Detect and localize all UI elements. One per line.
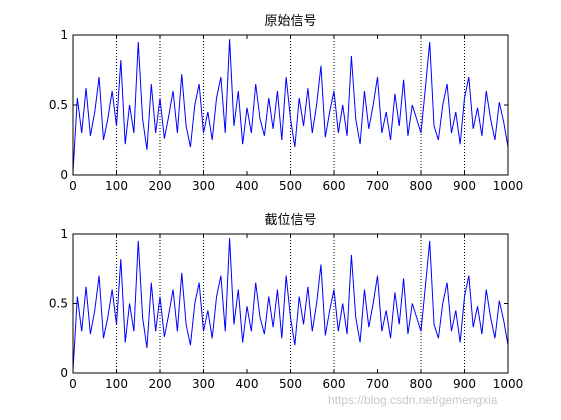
plot-1-xtick-label-3: 300 xyxy=(192,179,215,193)
plot-1-ytick-label-2: 1 xyxy=(60,28,68,42)
plot-2-series-line-0 xyxy=(72,238,509,371)
plot-2-xtick-label-3: 300 xyxy=(192,377,215,391)
plot-2-xtick-label-7: 700 xyxy=(366,377,389,391)
plot-2-ytick-label-1: 0.5 xyxy=(49,297,68,311)
plot-2-xtick-label-8: 800 xyxy=(410,377,433,391)
plot-2-xtick-label-0: 0 xyxy=(69,377,77,391)
plot-1-xtick-label-10: 1000 xyxy=(493,179,524,193)
plot-2-xtick-label-10: 1000 xyxy=(493,377,524,391)
plot-1-xtick-label-1: 100 xyxy=(105,179,128,193)
plot-2-xtick-label-2: 200 xyxy=(149,377,172,391)
plot-1-xtick-label-6: 600 xyxy=(323,179,346,193)
plot-2-title: 截位信号 xyxy=(264,213,316,228)
plot-1-xtick-label-9: 900 xyxy=(453,179,476,193)
plot-1-xtick-label-0: 0 xyxy=(69,179,77,193)
plot-2-xtick-label-1: 100 xyxy=(105,377,128,391)
plot-1-ytick-label-1: 0.5 xyxy=(49,98,68,112)
plot-1-xtick-label-2: 200 xyxy=(149,179,172,193)
plot-1-title: 原始信号 xyxy=(264,14,316,29)
plot-2-xtick-label-9: 900 xyxy=(453,377,476,391)
plot-1-xtick-label-8: 800 xyxy=(410,179,433,193)
plot-2-xtick-label-6: 600 xyxy=(323,377,346,391)
plot-2-xtick-label-4: 400 xyxy=(236,377,259,391)
plot-2-ytick-label-2: 1 xyxy=(60,227,68,241)
plot-2-xtick-label-5: 500 xyxy=(279,377,302,391)
plot-1-ytick-label-0: 0 xyxy=(60,168,68,182)
watermark-text: https://blog.csdn.net/gemengxia xyxy=(328,393,498,407)
plot-1-series-line-0 xyxy=(72,39,509,173)
plot-2-ytick-label-0: 0 xyxy=(60,366,68,380)
plot-1-xtick-label-5: 500 xyxy=(279,179,302,193)
plot-1-xtick-label-7: 700 xyxy=(366,179,389,193)
plot-1-xtick-label-4: 400 xyxy=(236,179,259,193)
